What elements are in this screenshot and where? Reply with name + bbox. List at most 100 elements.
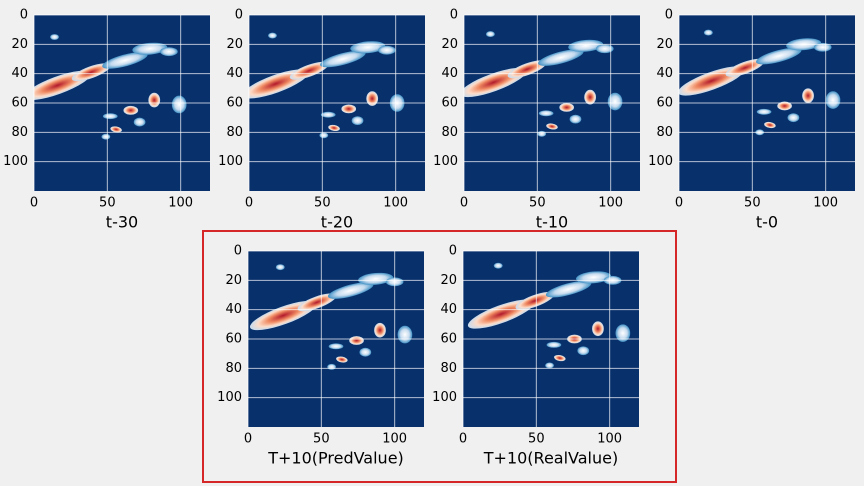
echo xyxy=(359,347,372,357)
y-tick-label: 40 xyxy=(11,66,28,81)
echo xyxy=(615,324,631,342)
heatmap-echoes xyxy=(464,31,623,137)
x-axis-label: t-10 xyxy=(536,213,568,232)
echo xyxy=(546,123,558,130)
echo xyxy=(320,50,366,68)
x-tick-label: 50 xyxy=(99,196,116,211)
y-tick-label: 20 xyxy=(225,273,242,288)
echo xyxy=(336,356,348,363)
x-axis-label: t-30 xyxy=(106,213,138,232)
echo xyxy=(297,293,337,312)
heatmap-echoes xyxy=(249,32,405,139)
y-tick-label: 20 xyxy=(656,37,673,52)
echo xyxy=(374,322,386,338)
echo xyxy=(397,325,413,344)
echo xyxy=(545,362,554,369)
y-tick-label: 0 xyxy=(235,8,243,23)
x-tick-label: 50 xyxy=(528,432,545,447)
echo xyxy=(132,42,168,55)
y-tick-label: 80 xyxy=(225,361,242,376)
y-tick-label: 20 xyxy=(441,37,458,52)
echo xyxy=(486,31,495,37)
echo xyxy=(538,110,554,117)
echo xyxy=(756,108,772,115)
echo xyxy=(268,32,277,39)
echo xyxy=(568,39,604,52)
echo xyxy=(538,49,584,66)
y-tick-label: 80 xyxy=(656,125,673,140)
highlight-box xyxy=(202,230,677,483)
echo xyxy=(320,111,336,118)
echo xyxy=(596,44,614,54)
y-tick-label: 80 xyxy=(441,125,458,140)
echo xyxy=(358,272,394,285)
echo xyxy=(101,133,111,140)
y-tick-label: 40 xyxy=(225,302,242,317)
y-tick-label: 40 xyxy=(656,66,673,81)
x-tick-label: 100 xyxy=(813,196,838,211)
y-tick-label: 60 xyxy=(11,96,28,111)
y-tick-label: 80 xyxy=(11,125,28,140)
x-tick-label: 0 xyxy=(244,432,252,447)
y-tick-label: 40 xyxy=(441,66,458,81)
x-tick-label: 50 xyxy=(744,196,761,211)
y-tick-label: 20 xyxy=(440,273,457,288)
echo xyxy=(275,264,285,271)
x-tick-label: 0 xyxy=(675,196,683,211)
x-tick-label: 50 xyxy=(313,432,330,447)
y-tick-label: 100 xyxy=(3,154,28,169)
x-tick-label: 0 xyxy=(30,196,38,211)
echo xyxy=(171,95,187,114)
y-tick-label: 20 xyxy=(11,37,28,52)
echo xyxy=(327,363,336,370)
echo xyxy=(592,321,604,337)
x-axis-label: t-0 xyxy=(756,213,778,232)
echo xyxy=(289,61,329,80)
echo xyxy=(378,45,396,55)
echo xyxy=(327,282,374,299)
x-tick-label: 100 xyxy=(168,196,193,211)
echo xyxy=(802,88,814,103)
echo xyxy=(160,47,178,57)
x-tick-label: 100 xyxy=(382,432,407,447)
x-axis-label: t-20 xyxy=(321,213,353,232)
x-tick-label: 0 xyxy=(459,432,467,447)
echo xyxy=(50,34,59,40)
x-tick-label: 50 xyxy=(314,196,331,211)
echo xyxy=(764,121,776,129)
y-tick-label: 60 xyxy=(656,96,673,111)
echo xyxy=(584,89,597,105)
x-axis-label: T+10(RealValue) xyxy=(483,449,618,468)
y-tick-label: 80 xyxy=(440,361,457,376)
y-tick-label: 60 xyxy=(440,332,457,347)
y-tick-label: 0 xyxy=(20,8,28,23)
echo xyxy=(537,130,547,137)
y-tick-label: 60 xyxy=(225,332,242,347)
echo xyxy=(756,47,802,65)
y-tick-label: 80 xyxy=(226,125,243,140)
echo xyxy=(366,91,379,106)
y-tick-label: 100 xyxy=(433,154,458,169)
x-tick-label: 0 xyxy=(460,196,468,211)
echo xyxy=(328,124,340,131)
echo xyxy=(559,103,575,112)
echo xyxy=(328,343,344,350)
echo xyxy=(102,52,148,69)
heatmap-echoes xyxy=(679,29,841,136)
echo xyxy=(607,92,623,111)
echo xyxy=(569,114,582,124)
echo xyxy=(546,341,562,348)
echo xyxy=(813,42,832,52)
x-tick-label: 100 xyxy=(597,432,622,447)
echo xyxy=(102,113,118,120)
echo xyxy=(110,126,122,133)
echo xyxy=(777,101,792,111)
echo xyxy=(319,132,329,139)
x-tick-label: 100 xyxy=(383,196,408,211)
echo xyxy=(71,63,111,82)
heatmap-echoes xyxy=(34,34,187,140)
y-tick-label: 0 xyxy=(665,8,673,23)
echo xyxy=(725,58,765,77)
